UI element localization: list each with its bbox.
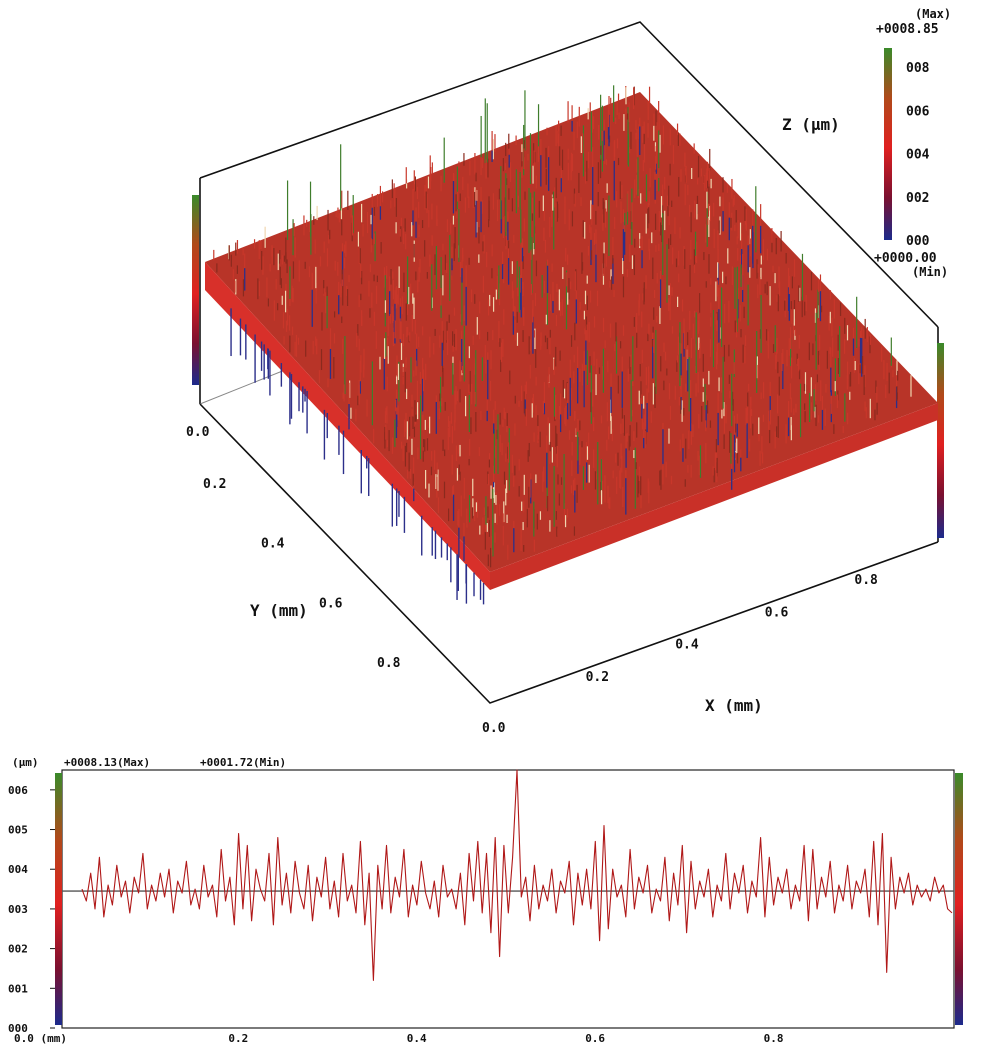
profile-colorbar-right [955,773,963,1025]
profile-frame [61,769,955,1029]
profile-x-ticks: 0.0 (mm) 0.2 0.4 0.6 0.8 [14,1032,783,1045]
colorbar-gradient [884,48,892,240]
corner-colorbar-left [192,195,199,385]
x-axis-label: X (mm) [705,696,763,715]
x-tick-label: 0.4 [675,638,699,653]
y-axis-ticks: 0.2 0.4 0.6 0.8 0.0 [186,425,401,671]
surface-top-face [205,92,938,572]
profile-y-tick-label: 006 [8,784,28,797]
corner-colorbar-right [937,343,944,538]
y-tick-label: 0.6 [319,596,343,611]
profile-unit-label: (µm) [12,756,39,769]
profile-y-tick-label: 004 [8,863,28,876]
profile-y-tick-label: 005 [8,824,28,837]
box-back-edge [199,21,939,328]
surface-front-face [205,262,490,590]
x-tick-label: 0.2 [586,670,609,685]
colorbar-max-label: (Max) [915,7,951,21]
profile-series-line [81,769,953,981]
profile-x-tick-label: 0.2 [228,1032,248,1045]
z-axis-label: Z (µm) [782,115,840,134]
colorbar-tick-label: 000 [906,234,930,249]
profile-min-label: +0001.72(Min) [200,756,286,769]
colorbar-min-value: +0000.00 [874,251,937,266]
surface-3d-plot: X (mm) Y (mm) Z (µm) 0.0 0.2 0.4 0.6 0.8 0.2… [186,21,944,736]
surface-peaks [213,85,912,605]
profile-x-tick-label: 0.0 (mm) [14,1032,67,1045]
y-tick-label: 0.8 [377,656,401,671]
profile-y-tick-label: 000 [8,1022,28,1035]
profile-max-label: +0008.13(Max) [64,756,150,769]
profile-x-tick-label: 0.6 [585,1032,605,1045]
profile-x-tick-label: 0.4 [407,1032,427,1045]
profile-x-tick-label: 0.8 [764,1032,784,1045]
profile-y-tick-label: 003 [8,903,28,916]
x-tick-label: 0.8 [854,573,878,588]
profile-y-ticks: 006 005 004 003 002 001 000 [8,784,55,1035]
colorbar-min-label: (Min) [912,265,948,279]
colorbar-ticks: 008 006 004 002 000 [906,61,930,249]
colorbar-tick-label: 008 [906,61,930,76]
colorbar-max-value: +0008.85 [876,22,939,37]
profile-y-tick-label: 001 [8,982,28,995]
profile-colorbar-left [55,773,62,1025]
y-tick-label: 0.0 [186,425,210,440]
box-floor-front [199,403,939,704]
colorbar-tick-label: 004 [906,148,930,163]
x-tick-label: 0.6 [765,605,789,620]
x-tick-label: 0.0 [482,721,506,736]
profile-line-plot: (µm) +0008.13(Max) +0001.72(Min) 0060050… [8,756,963,1045]
box-back-floor [199,367,291,405]
x-axis-ticks: 0.0 0.2 0.4 0.6 0.8 [482,573,878,736]
colorbar-tick-label: 006 [906,104,930,119]
colorbar-tick-label: 002 [906,191,929,206]
y-axis-label: Y (mm) [250,601,308,620]
surface-right-face [490,403,938,590]
y-tick-label: 0.2 [203,477,226,492]
profile-y-tick-label: 002 [8,943,28,956]
y-tick-label: 0.4 [261,537,285,552]
